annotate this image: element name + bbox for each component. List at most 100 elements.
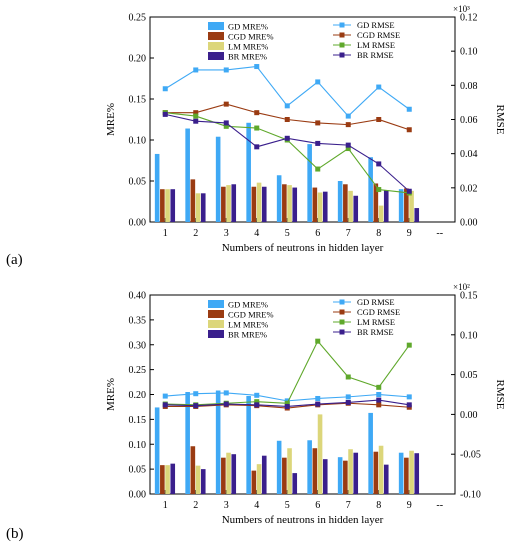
legend-swatch bbox=[208, 52, 224, 60]
left-tick-label: 0.05 bbox=[129, 177, 147, 188]
series-marker bbox=[406, 106, 412, 112]
bar bbox=[165, 189, 170, 222]
bar bbox=[343, 184, 348, 222]
legend-swatch bbox=[208, 22, 224, 30]
left-tick-label: 0.05 bbox=[129, 465, 147, 476]
series-marker bbox=[345, 399, 351, 405]
series-marker bbox=[315, 401, 321, 407]
series-line bbox=[165, 112, 410, 194]
series-marker bbox=[223, 401, 229, 407]
bar bbox=[261, 455, 267, 494]
series-marker bbox=[376, 392, 382, 397]
bar bbox=[378, 445, 384, 494]
x-tick-label: 8 bbox=[376, 228, 381, 239]
right-tick-label: 0.12 bbox=[460, 13, 478, 24]
legend-label: LM MRE% bbox=[228, 320, 268, 330]
right-tick-label: 0.00 bbox=[460, 218, 478, 229]
series-marker bbox=[223, 101, 229, 107]
series-marker bbox=[254, 125, 260, 131]
left-tick-label: 0.35 bbox=[129, 315, 147, 326]
bar bbox=[317, 192, 323, 222]
series-marker bbox=[193, 391, 199, 397]
right-tick-label: -0.10 bbox=[460, 490, 481, 501]
series-marker bbox=[254, 402, 260, 408]
bar bbox=[221, 186, 226, 222]
legend-label: GD RMSE bbox=[357, 297, 395, 307]
series-marker bbox=[315, 395, 321, 401]
bar bbox=[343, 460, 348, 494]
x-tick-label: 9 bbox=[407, 500, 412, 511]
right-tick-label: 0.02 bbox=[460, 183, 478, 194]
legend-swatch bbox=[208, 330, 224, 338]
bar bbox=[398, 189, 404, 222]
bar bbox=[292, 187, 298, 222]
legend-marker bbox=[339, 32, 345, 38]
bar bbox=[378, 205, 384, 222]
left-tick-label: 0.25 bbox=[129, 365, 147, 376]
series-marker bbox=[315, 166, 321, 172]
bar bbox=[282, 184, 287, 222]
series-marker bbox=[406, 402, 412, 408]
bar bbox=[195, 193, 201, 222]
series-marker bbox=[284, 400, 290, 406]
series-marker bbox=[376, 161, 382, 167]
left-tick-label: 0.15 bbox=[129, 415, 147, 426]
left-tick-label: 0.30 bbox=[129, 340, 147, 351]
right-axis-multiplier: ×10² bbox=[453, 282, 470, 292]
right-tick-label: 0.15 bbox=[460, 291, 478, 302]
chart-panel-a: 0.00 0.05 0.10 0.15 0.20 0.25 0.00 0.02 0.04 0.06… bbox=[105, 4, 506, 254]
bar bbox=[215, 136, 221, 222]
bar bbox=[215, 390, 221, 494]
x-tick-label: 6 bbox=[315, 500, 320, 511]
series-marker bbox=[162, 402, 168, 408]
legend-label: LM RMSE bbox=[357, 317, 395, 327]
x-tick-label: 3 bbox=[224, 500, 229, 511]
left-axis-label: MRE% bbox=[105, 103, 117, 136]
x-tick-label: 6 bbox=[315, 228, 320, 239]
x-tick-label: 1 bbox=[163, 228, 168, 239]
left-tick-label: 0.15 bbox=[129, 95, 147, 106]
bar bbox=[221, 457, 226, 494]
bar bbox=[404, 188, 409, 222]
legend-label: GD RMSE bbox=[357, 20, 395, 30]
bar bbox=[322, 191, 328, 222]
left-axis-label: MRE% bbox=[105, 378, 117, 411]
series-marker bbox=[345, 146, 351, 152]
bar bbox=[154, 407, 160, 494]
bar bbox=[170, 189, 176, 222]
bar bbox=[312, 448, 318, 494]
legend-swatch bbox=[208, 300, 224, 308]
bar bbox=[292, 473, 298, 494]
legend-label: BR MRE% bbox=[228, 330, 267, 340]
bar bbox=[231, 184, 237, 222]
bar bbox=[404, 457, 409, 494]
series-marker bbox=[162, 393, 168, 399]
left-tick-label: 0.20 bbox=[129, 390, 147, 401]
bar bbox=[160, 465, 165, 494]
bar bbox=[373, 451, 379, 494]
legend-label: CGD RMSE bbox=[357, 30, 400, 40]
series-marker bbox=[223, 123, 229, 129]
series-marker bbox=[376, 402, 382, 408]
bar bbox=[307, 440, 312, 494]
right-tick-label: 0.08 bbox=[460, 81, 478, 92]
series-marker bbox=[193, 403, 199, 409]
bar bbox=[276, 440, 282, 494]
right-tick-label: 0.00 bbox=[460, 410, 478, 421]
bar bbox=[246, 395, 251, 494]
series-marker bbox=[162, 86, 168, 92]
bar bbox=[353, 195, 359, 222]
legend-marker bbox=[339, 22, 345, 28]
bar bbox=[200, 193, 206, 222]
left-tick-label: 0.40 bbox=[129, 291, 147, 302]
x-tick-label: 8 bbox=[376, 500, 381, 511]
left-tick-label: 0.00 bbox=[129, 490, 147, 501]
bar bbox=[307, 144, 312, 222]
bar bbox=[383, 190, 389, 222]
x-tick-label: 2 bbox=[193, 500, 198, 511]
series-marker bbox=[315, 79, 321, 85]
x-tick-label: 7 bbox=[346, 500, 351, 511]
series-marker bbox=[376, 84, 382, 90]
panel-label-b: (b) bbox=[6, 526, 24, 542]
series-marker bbox=[223, 390, 229, 396]
